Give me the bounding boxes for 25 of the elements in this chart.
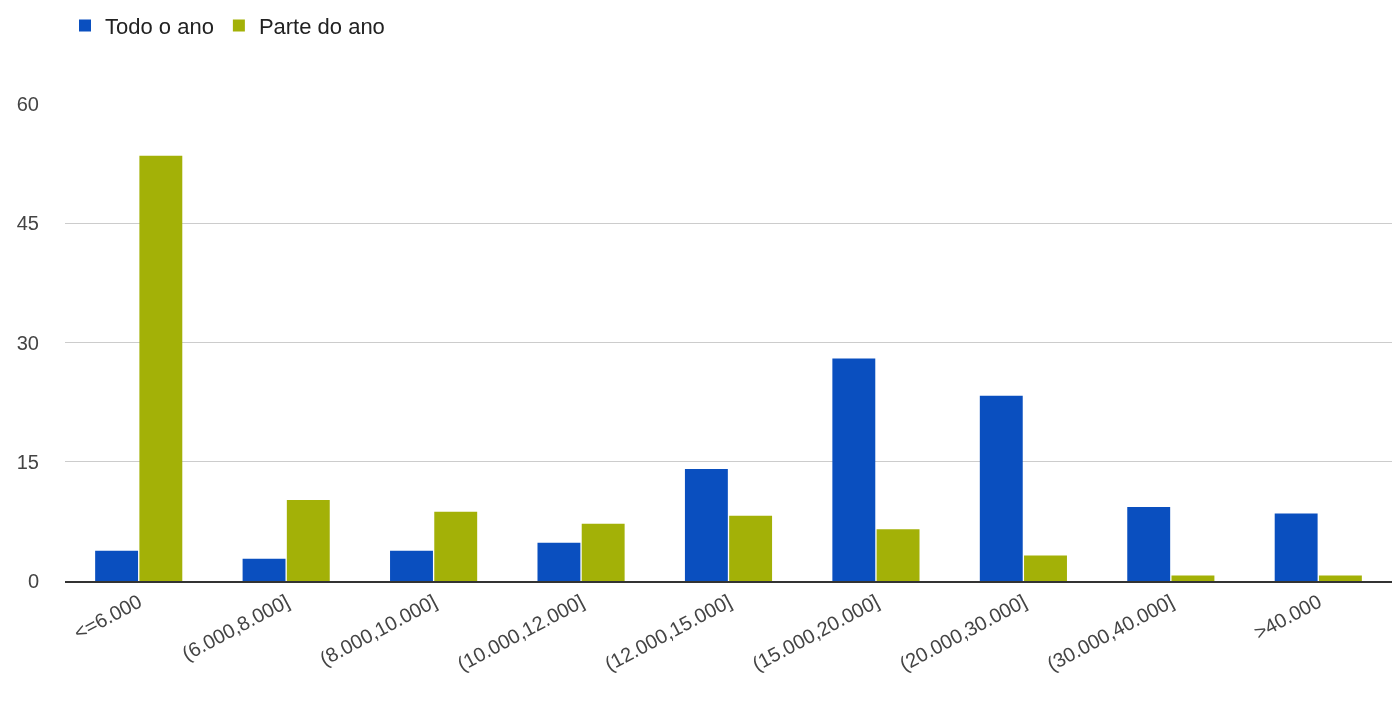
y-tick-label: 30 <box>16 331 39 354</box>
bar <box>832 358 876 581</box>
legend-label: Parte do ano <box>258 14 385 40</box>
bar <box>1171 575 1215 581</box>
bar <box>1274 513 1318 581</box>
bar <box>581 523 625 581</box>
bar <box>139 155 183 581</box>
bar <box>242 558 286 581</box>
y-tick-label: 45 <box>16 212 39 235</box>
bar <box>684 468 728 581</box>
bar <box>390 550 433 581</box>
y-tick-label: 15 <box>16 450 39 473</box>
bar <box>286 499 330 581</box>
bar <box>537 542 581 581</box>
bar <box>1024 555 1067 581</box>
bar <box>876 529 920 581</box>
bar <box>979 395 1023 581</box>
legend-label: Todo o ano <box>105 14 214 40</box>
bar <box>729 515 773 581</box>
bar <box>434 511 478 581</box>
y-tick-label: 0 <box>27 570 39 592</box>
bar <box>1127 507 1171 581</box>
bar <box>95 550 139 581</box>
y-tick-label: 60 <box>16 93 39 115</box>
bar <box>1318 575 1362 581</box>
